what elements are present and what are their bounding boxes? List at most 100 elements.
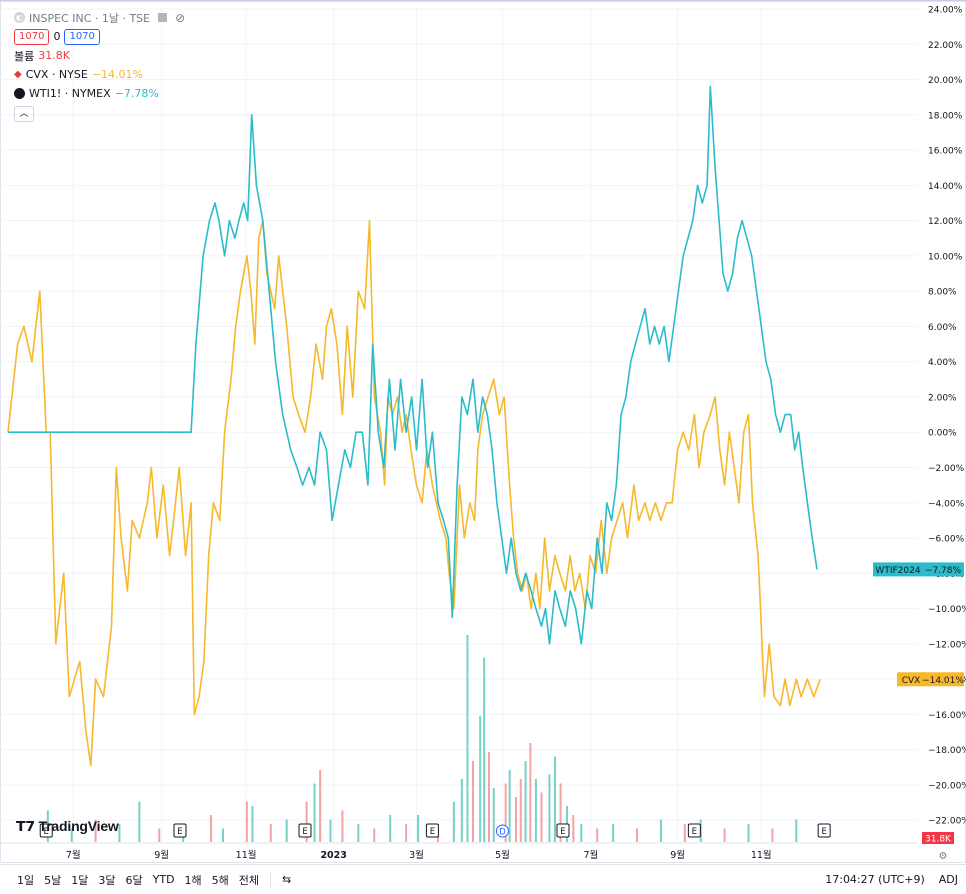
- tf-1d[interactable]: 1일: [17, 873, 35, 887]
- tradingview-logo[interactable]: 𝗧𝟳 TradingView: [16, 818, 119, 834]
- earnings-marker[interactable]: [173, 823, 187, 838]
- y-tick-label: 16.00%: [928, 147, 963, 157]
- volume-bar: [221, 828, 224, 842]
- cvx-row[interactable]: ◆ CVX · NYSE −14.01%: [14, 65, 185, 84]
- clock[interactable]: 17:04:27 (UTC+9): [825, 873, 925, 886]
- volume-bar: [305, 801, 308, 842]
- cvx-value: −14.01%: [91, 68, 143, 81]
- volume-bar: [723, 828, 726, 842]
- wti-label: WTI1! · NYMEX: [29, 87, 111, 100]
- tf-1m[interactable]: 1달: [71, 873, 89, 887]
- dividend-marker[interactable]: [495, 824, 509, 838]
- tf-1y[interactable]: 1해: [184, 873, 202, 887]
- wti-series-line[interactable]: [8, 85, 818, 645]
- collapse-row: ︿: [14, 103, 185, 122]
- cvx-name-tag: [897, 672, 925, 687]
- volume-bar: [357, 824, 360, 842]
- x-tick-label: 2023: [320, 850, 346, 861]
- volume-bar: [572, 815, 575, 842]
- series-value-tag: −7.78%: [925, 566, 962, 576]
- tv-logo-icon: 𝗧𝟳: [16, 818, 35, 834]
- tf-5y[interactable]: 5해: [211, 873, 229, 887]
- volume-value-tag: [922, 832, 954, 844]
- volume-bar: [580, 824, 583, 842]
- y-tick-label: 10.00%: [928, 252, 963, 262]
- y-tick-label: 12.00%: [928, 217, 963, 227]
- chevron-logo-icon: ◆: [14, 69, 22, 80]
- volume-bar: [483, 657, 486, 842]
- volume-bar: [329, 819, 332, 842]
- earnings-marker[interactable]: [298, 823, 312, 838]
- price-row: 1070 0 1070: [14, 27, 185, 46]
- volume-bar: [747, 824, 750, 842]
- y-tick-label: −20.00%: [928, 781, 966, 791]
- y-tick-label: −4.00%: [928, 499, 965, 509]
- volume-bar: [596, 828, 599, 842]
- dividend-marker-label: D: [499, 828, 506, 838]
- x-tick-label: 3월: [409, 849, 424, 861]
- status-right: 17:04:27 (UTC+9) ADJ: [825, 865, 958, 894]
- series-value-tag: −14.01%: [922, 676, 964, 686]
- date-range-icon[interactable]: ⇆: [282, 873, 292, 886]
- volume-bar: [251, 806, 254, 842]
- volume-bar: [389, 815, 392, 842]
- y-tick-label: 6.00%: [928, 323, 957, 333]
- wti-name-tag: [873, 562, 923, 577]
- oil-drop-icon: [14, 88, 25, 99]
- volume-bar: [559, 783, 562, 842]
- earnings-marker-label: E: [44, 827, 49, 837]
- volume-bar: [460, 779, 463, 842]
- series-name-tag: CVX: [902, 676, 921, 686]
- wti-row[interactable]: WTI1! · NYMEX −7.78%: [14, 84, 185, 103]
- sell-price-box[interactable]: 1070: [14, 28, 50, 45]
- volume-bar: [548, 774, 551, 842]
- adj-toggle[interactable]: ADJ: [938, 873, 958, 886]
- buy-price-box[interactable]: 1070: [64, 28, 100, 45]
- tf-3m[interactable]: 3달: [98, 873, 116, 887]
- volume-bar: [519, 779, 522, 842]
- symbol-title[interactable]: INSPEC INC · 1날 · TSE: [29, 11, 151, 25]
- earnings-marker-label: E: [560, 827, 565, 837]
- volume-label: 볼륨: [14, 49, 35, 63]
- x-tick-label: 7월: [66, 849, 81, 861]
- y-tick-label: 4.00%: [928, 358, 957, 368]
- y-tick-label: 8.00%: [928, 288, 957, 298]
- eye-hidden-icon[interactable]: ⊘: [175, 10, 186, 25]
- volume-bar: [524, 761, 527, 842]
- volume-bar: [659, 819, 662, 842]
- earnings-marker[interactable]: [817, 823, 831, 838]
- earnings-marker[interactable]: [556, 823, 570, 838]
- y-tick-label: −12.00%: [928, 640, 966, 650]
- volume-bar: [795, 819, 798, 842]
- y-tick-label: 20.00%: [928, 76, 963, 86]
- wti-value-tag: [922, 562, 964, 577]
- volume-value: 31.8K: [38, 49, 70, 62]
- y-tick-label: −22.00%: [928, 817, 966, 827]
- tf-ytd[interactable]: YTD: [152, 873, 175, 886]
- earnings-marker[interactable]: [425, 823, 439, 838]
- x-tick-label: 7월: [583, 849, 598, 861]
- collapse-legend-button[interactable]: ︿: [14, 105, 34, 122]
- x-tick-label: 11월: [751, 849, 772, 861]
- volume-bar: [515, 797, 518, 842]
- earnings-marker[interactable]: [687, 823, 701, 838]
- cvx-series-line[interactable]: [7, 219, 821, 767]
- volume-bar: [466, 635, 469, 842]
- tf-all[interactable]: 전체: [238, 873, 260, 887]
- earnings-marker[interactable]: [39, 823, 53, 838]
- x-tick-label: 9월: [154, 849, 169, 861]
- symbol-row: ◐ INSPEC INC · 1날 · TSE ⊘: [14, 8, 185, 27]
- volume-bar: [158, 828, 161, 842]
- tf-6m[interactable]: 6달: [125, 873, 143, 887]
- volume-bar: [319, 770, 322, 842]
- volume-bar: [504, 783, 507, 842]
- flag-icon[interactable]: [158, 13, 168, 22]
- volume-value-tag-label: 31.8K: [925, 835, 952, 845]
- y-tick-label: −2.00%: [928, 464, 965, 474]
- volume-bar: [554, 756, 557, 842]
- tf-5d[interactable]: 5날: [44, 873, 62, 887]
- volume-bar: [70, 828, 73, 842]
- volume-bar: [472, 761, 475, 842]
- settings-gear-icon[interactable]: ⚙: [939, 851, 948, 862]
